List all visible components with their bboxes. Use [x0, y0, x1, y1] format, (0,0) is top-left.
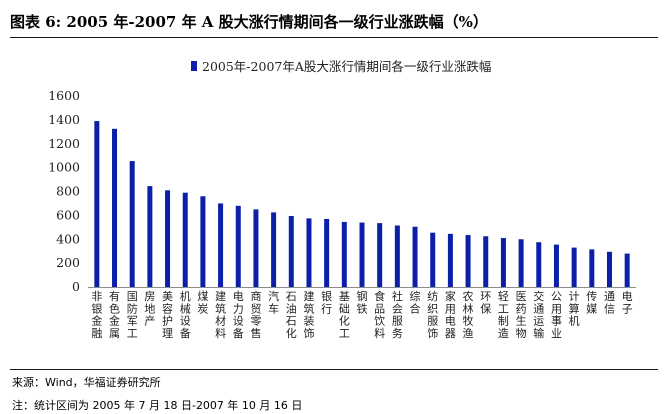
chart-legend: 2005年-2007年A股大涨行情期间各一级行业涨跌幅 — [191, 56, 491, 75]
y-tick-label: 600 — [56, 207, 80, 222]
bar-chart: 0 200 400 600 800 1000 1200 1400 1600 非银金融有色金属国防军… — [48, 88, 636, 340]
y-tick-label: 200 — [56, 255, 80, 270]
x-tick-label: 美容护理 — [162, 290, 173, 340]
bar — [624, 253, 630, 287]
x-tick-label: 商贸零售 — [250, 289, 261, 340]
bar — [218, 203, 224, 287]
bar — [483, 236, 489, 287]
x-tick-label: 传媒 — [586, 290, 597, 315]
x-tick-label: 机械设备 — [180, 289, 191, 340]
x-tick-label: 综合 — [410, 289, 421, 315]
x-tick-label: 房地产 — [144, 290, 155, 328]
x-tick-label: 钢铁 — [357, 290, 368, 315]
x-tick-label: 石油石化 — [286, 290, 297, 340]
bar — [536, 242, 542, 287]
legend-swatch — [191, 60, 197, 71]
y-tick-label: 400 — [56, 231, 80, 246]
bar — [589, 249, 595, 287]
bar — [235, 205, 241, 287]
legend-label: 2005年-2007年A股大涨行情期间各一级行业涨跌幅 — [202, 59, 492, 74]
bar — [182, 192, 188, 287]
bar — [518, 239, 524, 287]
bar — [165, 190, 171, 287]
x-tick-label: 食品饮料 — [374, 289, 385, 340]
title-rule — [10, 37, 658, 38]
x-tick-label: 汽车 — [268, 289, 279, 315]
y-tick-label: 1400 — [48, 112, 80, 127]
bar — [377, 223, 383, 287]
bar — [324, 218, 330, 287]
bar — [447, 233, 453, 287]
x-tick-label: 银行 — [321, 289, 332, 315]
bar — [500, 238, 506, 287]
bar — [606, 251, 612, 287]
x-tick-label: 建筑装饰 — [303, 289, 314, 340]
source-rule — [10, 369, 658, 370]
y-tick-label: 1200 — [48, 136, 80, 151]
source-note: 来源：Wind，华福证券研究所 — [12, 376, 161, 389]
figure-title: 图表 6: 2005 年-2007 年 A 股大涨行情期间各一级行业涨跌幅（%） — [10, 13, 488, 31]
x-tick-label: 医药生物 — [516, 290, 527, 340]
x-tick-label: 通信 — [604, 290, 615, 315]
x-tick-label: 非银金融 — [91, 290, 102, 340]
x-tick-label: 国防军工 — [127, 290, 138, 340]
bar — [288, 215, 294, 287]
x-tick-label: 农林牧渔 — [463, 289, 474, 340]
bar — [147, 186, 153, 287]
bar — [394, 225, 400, 287]
x-tick-label: 电力设备 — [233, 290, 244, 340]
bar — [271, 212, 277, 287]
x-tick-label: 社会服务 — [392, 289, 403, 340]
bar — [341, 221, 347, 287]
bar — [94, 121, 100, 287]
y-tick-label: 1600 — [48, 88, 80, 103]
x-tick-label: 纺织服饰 — [427, 289, 438, 340]
bar — [465, 235, 471, 287]
bar — [200, 196, 206, 287]
bar — [129, 161, 135, 287]
bar — [253, 209, 259, 287]
x-tick-label: 电子 — [622, 290, 633, 315]
x-tick-label: 有色金属 — [109, 289, 120, 340]
bar — [359, 222, 365, 287]
y-tick-label: 1000 — [48, 160, 80, 175]
bar — [306, 218, 312, 287]
bar — [553, 244, 559, 287]
x-tick-label: 家用电器 — [445, 289, 456, 340]
x-tick-label: 交通运输 — [533, 289, 544, 340]
x-tick-label: 煤炭 — [197, 290, 208, 315]
bar — [430, 232, 436, 287]
footnote: 注：统计区间为 2005 年 7 月 18 日-2007 年 10 月 16 日 — [12, 399, 303, 412]
x-tick-label: 基础化工 — [339, 290, 350, 340]
x-tick-label: 轻工制造 — [498, 289, 509, 340]
x-tick-label: 环保 — [480, 290, 491, 315]
y-tick-label: 800 — [56, 184, 80, 199]
x-tick-label: 建筑材料 — [215, 289, 226, 340]
bar — [412, 226, 418, 287]
x-tick-label: 计算机 — [569, 290, 580, 328]
x-tick-label: 公用事业 — [551, 290, 562, 340]
y-tick-label: 0 — [72, 279, 80, 294]
bar — [571, 247, 577, 287]
bar — [112, 128, 118, 287]
